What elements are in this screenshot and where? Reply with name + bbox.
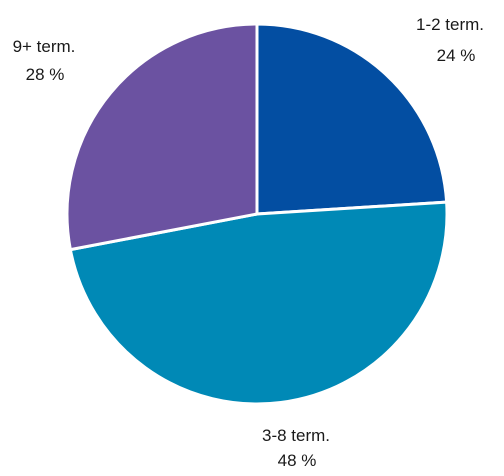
- slice-label-9-plus-term: 9+ term.: [13, 37, 76, 56]
- slice-value-1-2-term: 24 %: [437, 46, 476, 65]
- slice-value-3-8-term: 48 %: [278, 451, 317, 470]
- slice-value-9-plus-term: 28 %: [26, 65, 65, 84]
- pie-slice-9-term: [65, 22, 259, 252]
- slice-label-3-8-term: 3-8 term.: [262, 426, 330, 445]
- slice-label-1-2-term: 1-2 term.: [416, 15, 484, 34]
- pie-slice-3-8-term: [68, 200, 449, 406]
- pie-slice-1-2-term: [255, 22, 449, 216]
- pie-slices: [65, 22, 449, 406]
